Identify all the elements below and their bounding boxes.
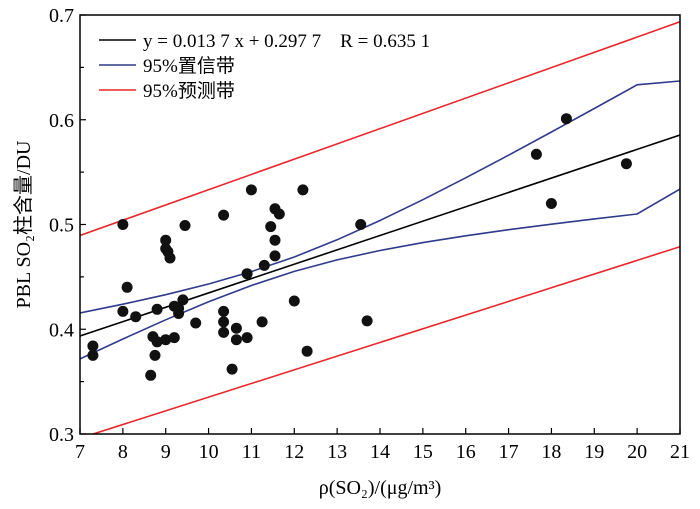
legend-label: 95%预测带 (143, 80, 235, 102)
data-point (218, 305, 230, 317)
data-point (269, 234, 281, 246)
data-point (87, 340, 99, 352)
x-tick-label: 10 (199, 441, 219, 463)
x-tick-label: 17 (499, 441, 519, 463)
x-tick-label: 8 (118, 441, 128, 463)
series-line-1 (80, 80, 680, 314)
data-point (269, 250, 281, 262)
data-point (218, 326, 230, 338)
data-point (218, 316, 230, 328)
x-tick-label: 19 (584, 441, 604, 463)
data-point (151, 336, 163, 348)
x-tick-label: 15 (413, 441, 433, 463)
x-tick-label: 21 (670, 441, 690, 463)
data-point (245, 184, 257, 196)
data-point (151, 303, 163, 315)
data-point (117, 219, 129, 230)
x-tick-label: 14 (370, 441, 390, 463)
series-line-2 (80, 188, 680, 360)
data-point (620, 158, 632, 170)
x-tick-label: 7 (75, 441, 85, 463)
y-axis-title: PBL SO₂柱含量/DU (12, 140, 35, 308)
data-point (173, 302, 185, 314)
ticks-layer: 7 8 9 10 11 12 13 14 15 16 17 18 19 20 21 0.3 0.4 0.5 0.6 0… (49, 5, 690, 463)
data-point (355, 219, 367, 230)
data-point (121, 281, 133, 293)
data-point (230, 322, 242, 334)
x-axis-title: ρ(SO₂)/(μg/m³) (319, 477, 442, 499)
data-point (168, 332, 180, 344)
data-point (256, 316, 268, 328)
data-point (265, 221, 277, 233)
x-tick-label: 11 (242, 441, 261, 463)
data-point (530, 148, 542, 160)
data-point (301, 345, 313, 357)
x-tick-label: 20 (627, 441, 647, 463)
points-layer (87, 113, 632, 381)
data-point (241, 332, 253, 344)
data-point (179, 220, 191, 231)
data-point (160, 234, 172, 246)
y-tick-label: 0.3 (49, 424, 74, 446)
data-point (361, 315, 373, 327)
x-tick-label: 12 (284, 441, 304, 463)
data-point (218, 209, 230, 221)
data-point (160, 334, 172, 346)
legend: y = 0.013 7 x + 0.297 7 R = 0.635 1 95%置信… (99, 31, 430, 102)
data-point (117, 305, 129, 317)
data-point (545, 198, 557, 209)
data-point (560, 113, 572, 125)
data-point (145, 369, 157, 381)
y-tick-label: 0.6 (49, 110, 74, 132)
data-point (190, 317, 202, 329)
data-point (230, 334, 242, 346)
data-point (226, 363, 238, 375)
data-point (149, 349, 161, 361)
x-tick-label: 9 (161, 441, 171, 463)
data-point (87, 349, 99, 361)
legend-label: 95%置信带 (143, 55, 235, 77)
series-line-4 (90, 245, 680, 434)
y-tick-label: 0.7 (49, 5, 74, 27)
y-tick-label: 0.4 (49, 319, 74, 341)
x-tick-label: 16 (456, 441, 476, 463)
data-point (130, 311, 142, 323)
x-tick-label: 18 (541, 441, 561, 463)
data-point (258, 259, 270, 271)
y-tick-label: 0.5 (49, 215, 74, 237)
data-point (273, 208, 285, 220)
series-line-3 (80, 21, 680, 237)
data-point (241, 268, 253, 280)
x-tick-label: 13 (327, 441, 347, 463)
legend-label: y = 0.013 7 x + 0.297 7 R = 0.635 1 (143, 31, 430, 52)
plot-frame (79, 14, 681, 435)
data-point (177, 294, 189, 306)
data-point (164, 252, 176, 264)
data-point (288, 295, 300, 307)
data-point (297, 184, 309, 196)
